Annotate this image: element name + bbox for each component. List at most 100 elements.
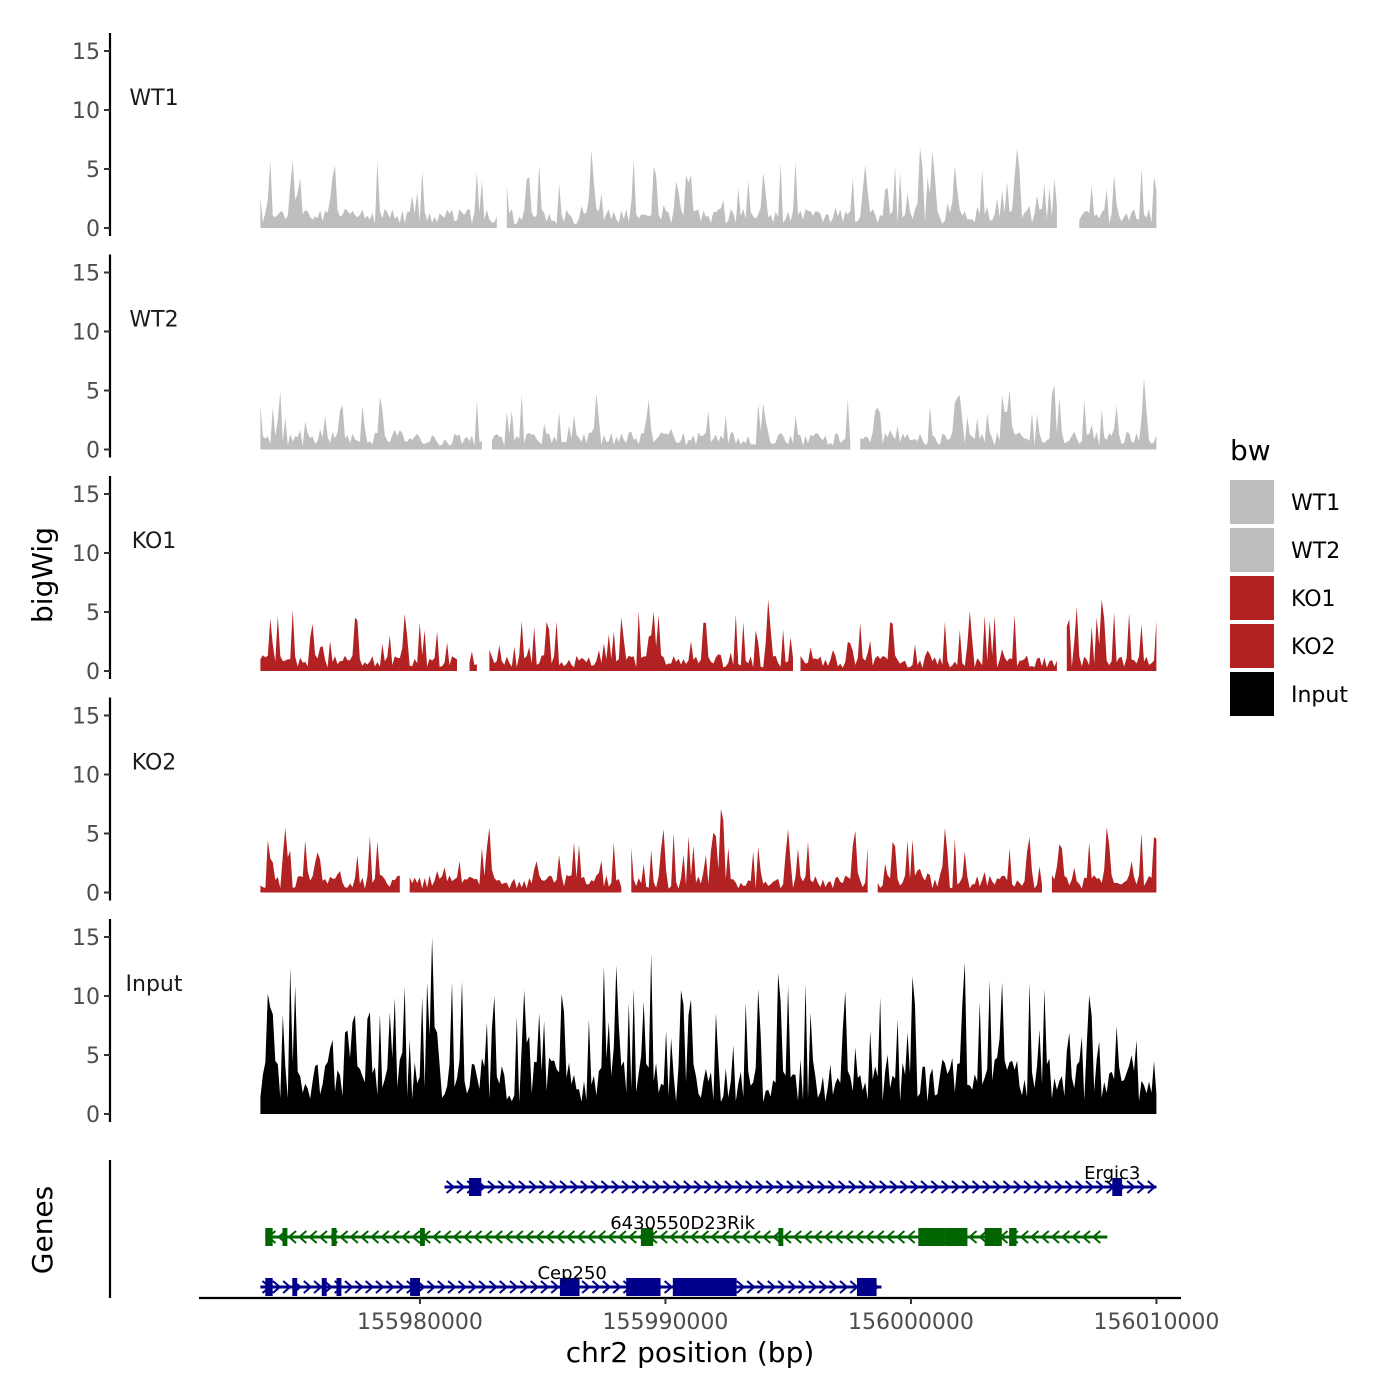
- exon: [640, 1228, 654, 1246]
- strand-arrow: [462, 1230, 472, 1244]
- strand-arrow: [1136, 1180, 1147, 1194]
- strand-arrow: [478, 1280, 488, 1294]
- track-label-wt2: WT2: [129, 308, 178, 333]
- area-ko2: [877, 827, 1042, 893]
- x-axis-title: chr2 position (bp): [566, 1336, 815, 1369]
- y-tick-label-wt1-0: 0: [86, 217, 100, 242]
- strand-arrow: [792, 1230, 802, 1244]
- y-axis-title: bigWig: [26, 527, 59, 623]
- area-wt2: [260, 391, 482, 450]
- strand-arrow: [1081, 1230, 1091, 1244]
- strand-arrow: [736, 1280, 746, 1294]
- y-tick-label-ko2-0: 0: [86, 882, 100, 907]
- strand-arrow: [693, 1180, 703, 1194]
- gene-label-6430550d23rik: 6430550D23Rik: [610, 1213, 755, 1234]
- area-ko2: [260, 828, 400, 893]
- strand-arrow: [534, 1230, 545, 1244]
- strand-arrow: [940, 1180, 951, 1194]
- strand-arrow: [1095, 1180, 1105, 1194]
- exon: [918, 1228, 946, 1246]
- exon: [672, 1278, 737, 1296]
- strand-arrow: [1013, 1180, 1023, 1194]
- strand-arrow: [576, 1230, 586, 1244]
- strand-arrow: [600, 1180, 610, 1194]
- track-input: 0 5 10 15 Input: [72, 919, 1157, 1128]
- strand-arrow: [313, 1280, 323, 1294]
- y-tick-label-ko1-10: 10: [72, 542, 100, 567]
- strand-arrow: [930, 1180, 940, 1194]
- strand-arrow: [452, 1230, 462, 1244]
- legend-label-wt2: WT2: [1291, 539, 1340, 564]
- strand-arrow: [751, 1230, 761, 1244]
- exon: [778, 1228, 784, 1246]
- strand-arrow: [844, 1230, 854, 1244]
- x-tick-label-155980000: 155980000: [357, 1310, 483, 1335]
- strand-arrow: [787, 1280, 797, 1294]
- exon: [945, 1228, 968, 1246]
- area-ko1: [260, 610, 457, 671]
- strand-arrow: [318, 1230, 328, 1244]
- strand-arrow: [786, 1180, 796, 1194]
- strand-arrow: [777, 1280, 787, 1294]
- strand-arrow: [617, 1230, 627, 1244]
- strand-arrow: [442, 1230, 452, 1244]
- strand-arrow: [456, 1180, 466, 1194]
- track-label-input: Input: [126, 972, 183, 997]
- area-ko2: [1051, 827, 1157, 893]
- strand-arrow: [507, 1180, 518, 1194]
- track-wt1: 0 5 10 15 WT1: [72, 33, 1157, 242]
- strand-arrow: [581, 1280, 591, 1294]
- y-tick-label-ko2-5: 5: [86, 823, 100, 848]
- legend-key-input: [1230, 672, 1274, 716]
- exon: [321, 1278, 327, 1296]
- strand-arrow: [359, 1230, 369, 1244]
- strand-arrow: [909, 1180, 920, 1194]
- strand-arrow: [699, 1230, 710, 1244]
- strand-arrow: [540, 1280, 550, 1294]
- legend-key-ko2: [1230, 624, 1274, 668]
- strand-arrow: [854, 1230, 864, 1244]
- strand-arrow: [1002, 1180, 1012, 1194]
- strand-arrow: [782, 1230, 792, 1244]
- strand-arrow: [710, 1230, 720, 1244]
- strand-arrow: [746, 1280, 756, 1294]
- genes-group: Ergic3 6430550D23Rik Cep250: [108, 1160, 1157, 1298]
- y-tick-label-input-0: 0: [86, 1103, 100, 1128]
- legend-key-wt1: [1230, 480, 1274, 524]
- strand-arrow: [627, 1230, 637, 1244]
- strand-arrow: [730, 1230, 741, 1244]
- strand-arrow: [1085, 1180, 1095, 1194]
- strand-arrow: [1044, 1180, 1054, 1194]
- exon: [282, 1228, 288, 1246]
- strand-arrow: [833, 1230, 844, 1244]
- strand-arrow: [272, 1280, 282, 1294]
- strand-arrow: [755, 1180, 765, 1194]
- legend: bw WT1 WT2 KO1 KO2 Input: [1230, 434, 1348, 716]
- strand-arrow: [1023, 1180, 1033, 1194]
- strand-arrow: [282, 1280, 292, 1294]
- strand-arrow: [621, 1180, 631, 1194]
- strand-arrow: [488, 1280, 498, 1294]
- strand-arrow: [1064, 1180, 1074, 1194]
- strand-arrow: [426, 1280, 437, 1294]
- strand-arrow: [580, 1180, 590, 1194]
- exon: [469, 1178, 482, 1196]
- strand-arrow: [978, 1230, 988, 1244]
- y-tick-label-ko1-15: 15: [72, 483, 100, 508]
- strand-arrow: [817, 1180, 827, 1194]
- y-tick-label-wt1-5: 5: [86, 158, 100, 183]
- exon: [994, 1228, 1002, 1246]
- strand-arrow: [1126, 1180, 1136, 1194]
- strand-arrow: [775, 1180, 786, 1194]
- strand-arrow: [879, 1180, 889, 1194]
- legend-title: bw: [1230, 434, 1271, 467]
- strand-arrow: [385, 1280, 395, 1294]
- x-tick-label-156000000: 156000000: [848, 1310, 974, 1335]
- strand-arrow: [796, 1180, 806, 1194]
- strand-arrow: [565, 1230, 576, 1244]
- strand-arrow: [1147, 1180, 1157, 1194]
- area-ko1: [489, 599, 793, 671]
- strand-arrow: [1050, 1230, 1060, 1244]
- strand-arrow: [772, 1230, 782, 1244]
- strand-arrow: [519, 1280, 529, 1294]
